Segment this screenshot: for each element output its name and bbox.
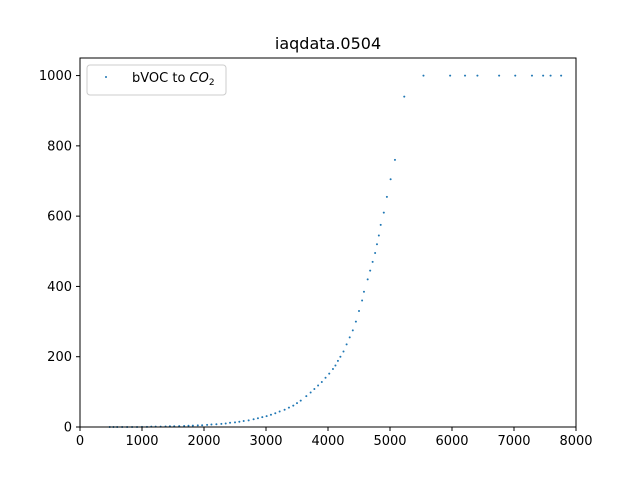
data-point — [377, 234, 380, 237]
data-point — [201, 424, 204, 427]
y-tick-label: 1000 — [39, 69, 72, 84]
data-point — [328, 372, 331, 375]
legend-label-subscript: 2 — [209, 78, 215, 88]
data-point — [358, 310, 360, 313]
x-tick-label: 2000 — [187, 434, 220, 449]
data-point — [261, 416, 264, 419]
data-point — [210, 423, 213, 426]
data-point — [242, 420, 245, 423]
data-point — [371, 260, 374, 263]
legend-box — [86, 64, 227, 96]
legend-marker — [105, 76, 107, 78]
data-point — [374, 252, 377, 255]
data-point — [403, 95, 406, 98]
data-point — [229, 421, 232, 424]
data-point — [292, 404, 295, 407]
data-point — [362, 290, 365, 293]
data-point — [342, 350, 345, 353]
data-point — [265, 415, 268, 418]
data-point — [274, 412, 277, 415]
data-point — [366, 278, 369, 281]
data-point — [309, 391, 312, 394]
data-point — [361, 299, 364, 302]
x-tick-label: 5000 — [373, 434, 406, 449]
data-point — [549, 74, 552, 77]
data-point — [191, 424, 194, 427]
data-point — [375, 243, 378, 246]
data-point — [382, 211, 385, 214]
y-tick-label: 0 — [64, 421, 72, 436]
y-axis: 0 200 400 600 800 1000 — [39, 69, 80, 436]
y-tick-label: 400 — [47, 280, 72, 295]
data-point — [324, 376, 327, 379]
data-point — [514, 74, 517, 77]
chart-title: iaqdata.0504 — [275, 34, 381, 53]
data-point — [498, 74, 501, 77]
data-point — [422, 74, 425, 77]
data-point — [385, 195, 388, 198]
data-point — [283, 408, 286, 411]
x-tick-label: 7000 — [497, 434, 530, 449]
data-point — [313, 388, 316, 391]
data-point — [247, 419, 250, 422]
data-point — [560, 74, 563, 77]
x-axis: 0 1000 2000 3000 4000 5000 6000 7000 8000 — [76, 427, 593, 449]
x-tick-label: 0 — [76, 434, 84, 449]
data-point — [379, 223, 382, 226]
data-point — [542, 74, 545, 77]
data-point — [334, 364, 337, 367]
data-point — [196, 424, 199, 427]
data-point — [339, 355, 342, 358]
data-point — [220, 422, 223, 425]
data-point — [336, 359, 339, 362]
data-point — [348, 336, 351, 339]
data-point — [238, 420, 241, 423]
legend-label-italic: CO — [190, 71, 209, 86]
x-tick-label: 1000 — [125, 434, 158, 449]
data-point — [215, 423, 218, 426]
data-point — [389, 178, 392, 181]
data-point — [234, 421, 236, 424]
x-tick-label: 6000 — [435, 434, 468, 449]
y-tick-label: 800 — [47, 139, 72, 154]
y-tick-label: 200 — [47, 350, 72, 365]
data-point — [299, 399, 302, 402]
legend-label: bVOC to CO2 — [132, 71, 215, 88]
data-point — [224, 422, 227, 425]
data-point — [351, 329, 354, 332]
data-point — [269, 413, 272, 416]
x-tick-label: 4000 — [311, 434, 344, 449]
data-point — [354, 320, 357, 323]
data-point — [320, 381, 323, 384]
data-point — [449, 74, 452, 77]
legend: bVOC to CO2 — [86, 64, 227, 96]
data-point — [393, 158, 396, 161]
data-point — [464, 74, 467, 77]
data-point — [305, 395, 308, 398]
data-point — [183, 424, 186, 427]
data-point — [296, 402, 298, 405]
data-point — [331, 368, 334, 371]
data-point — [317, 384, 320, 387]
data-point — [278, 410, 281, 413]
data-point — [345, 343, 348, 346]
x-tick-label: 3000 — [249, 434, 282, 449]
data-point — [369, 269, 372, 272]
data-point — [530, 74, 533, 77]
legend-label-main: bVOC to — [132, 71, 190, 86]
data-point — [256, 417, 259, 420]
x-tick-label: 8000 — [559, 434, 592, 449]
y-tick-label: 600 — [47, 210, 72, 225]
data-point — [187, 424, 190, 427]
data-point — [252, 418, 255, 421]
data-point — [206, 423, 209, 426]
data-point — [287, 406, 290, 409]
data-point — [476, 74, 479, 77]
